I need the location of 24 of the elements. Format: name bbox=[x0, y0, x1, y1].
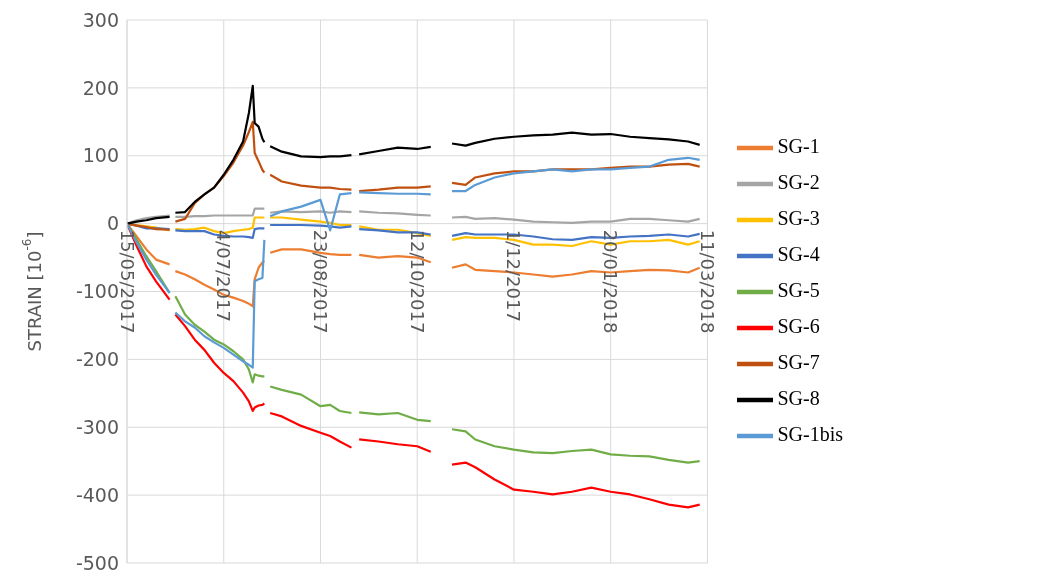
legend-label: SG-1bis bbox=[777, 422, 843, 445]
x-tick-label: 23/08/2017 bbox=[309, 229, 331, 334]
legend-label: SG-8 bbox=[777, 386, 820, 409]
y-tick-label: -100 bbox=[75, 280, 119, 303]
legend-label: SG-3 bbox=[777, 206, 820, 229]
x-tick-label: 20/01/2018 bbox=[600, 229, 622, 334]
x-tick-label: 4/07/2017 bbox=[213, 229, 235, 322]
legend-label: SG-6 bbox=[777, 314, 820, 337]
y-tick-label: 200 bbox=[82, 76, 119, 99]
legend-label: SG-4 bbox=[777, 242, 820, 265]
x-tick-label: 12/10/2017 bbox=[406, 229, 428, 334]
legend-label: SG-7 bbox=[777, 350, 820, 373]
y-tick-label: -200 bbox=[75, 348, 119, 371]
y-tick-label: 100 bbox=[82, 144, 119, 167]
y-tick-label: 300 bbox=[82, 8, 119, 31]
legend-label: SG-5 bbox=[777, 278, 820, 301]
y-tick-label: 0 bbox=[106, 212, 119, 235]
y-tick-label: -300 bbox=[75, 415, 119, 438]
x-tick-label: 1/12/2017 bbox=[503, 229, 525, 322]
legend-label: SG-2 bbox=[777, 170, 820, 193]
legend-label: SG-1 bbox=[777, 134, 820, 157]
x-tick-label: 11/03/2018 bbox=[696, 229, 718, 334]
y-tick-label: -400 bbox=[75, 483, 119, 506]
y-tick-label: -500 bbox=[75, 551, 119, 574]
